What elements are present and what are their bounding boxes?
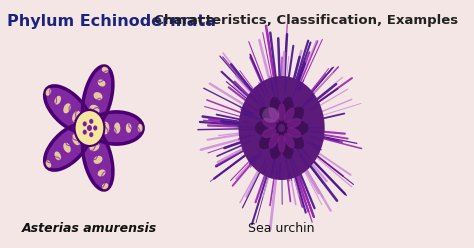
- Ellipse shape: [262, 107, 280, 123]
- Ellipse shape: [55, 96, 61, 105]
- Text: Asterias amurensis: Asterias amurensis: [22, 222, 157, 235]
- Ellipse shape: [270, 131, 284, 159]
- Ellipse shape: [85, 118, 97, 128]
- Ellipse shape: [98, 79, 106, 87]
- Ellipse shape: [90, 142, 100, 151]
- Ellipse shape: [102, 122, 109, 134]
- Ellipse shape: [278, 134, 285, 153]
- Ellipse shape: [72, 134, 81, 145]
- Ellipse shape: [284, 108, 295, 123]
- Ellipse shape: [285, 120, 309, 136]
- Circle shape: [87, 125, 92, 131]
- Ellipse shape: [90, 112, 143, 144]
- Ellipse shape: [85, 68, 110, 126]
- Ellipse shape: [102, 67, 109, 73]
- Ellipse shape: [46, 126, 89, 168]
- Ellipse shape: [287, 127, 301, 138]
- Ellipse shape: [126, 123, 131, 133]
- Ellipse shape: [45, 87, 90, 131]
- Ellipse shape: [138, 124, 143, 132]
- Circle shape: [74, 110, 104, 146]
- Ellipse shape: [83, 128, 112, 189]
- Ellipse shape: [283, 128, 304, 149]
- Ellipse shape: [269, 108, 280, 123]
- Circle shape: [82, 121, 87, 126]
- Text: Characteristics, Classification, Examples: Characteristics, Classification, Example…: [145, 14, 458, 27]
- Ellipse shape: [255, 120, 278, 136]
- Ellipse shape: [284, 133, 295, 149]
- Ellipse shape: [259, 107, 280, 128]
- Ellipse shape: [91, 116, 142, 140]
- Ellipse shape: [81, 125, 90, 138]
- Ellipse shape: [283, 107, 304, 128]
- Ellipse shape: [102, 183, 109, 189]
- Ellipse shape: [269, 133, 280, 149]
- Ellipse shape: [262, 118, 277, 128]
- Ellipse shape: [114, 123, 120, 133]
- Ellipse shape: [279, 131, 293, 159]
- Ellipse shape: [287, 118, 301, 128]
- Ellipse shape: [259, 128, 280, 149]
- Ellipse shape: [46, 88, 89, 129]
- Ellipse shape: [90, 105, 100, 114]
- Ellipse shape: [90, 121, 98, 135]
- Ellipse shape: [98, 169, 106, 177]
- Circle shape: [238, 76, 325, 180]
- Ellipse shape: [262, 127, 277, 138]
- Ellipse shape: [81, 118, 90, 131]
- Ellipse shape: [85, 128, 97, 139]
- Ellipse shape: [63, 103, 71, 113]
- Circle shape: [93, 125, 97, 130]
- Ellipse shape: [278, 103, 285, 122]
- Ellipse shape: [46, 160, 51, 168]
- Ellipse shape: [63, 143, 71, 153]
- Text: Sea urchin: Sea urchin: [248, 222, 315, 235]
- Ellipse shape: [85, 129, 110, 188]
- Ellipse shape: [279, 97, 293, 124]
- Circle shape: [82, 130, 87, 135]
- Ellipse shape: [83, 67, 112, 128]
- Ellipse shape: [45, 124, 90, 170]
- Ellipse shape: [55, 152, 61, 160]
- Text: Phylum Echinodermata: Phylum Echinodermata: [7, 14, 216, 29]
- Ellipse shape: [270, 97, 284, 124]
- Ellipse shape: [93, 92, 102, 100]
- Circle shape: [89, 132, 93, 137]
- Ellipse shape: [93, 156, 102, 164]
- Ellipse shape: [72, 111, 81, 122]
- Circle shape: [89, 119, 93, 124]
- Ellipse shape: [46, 88, 51, 96]
